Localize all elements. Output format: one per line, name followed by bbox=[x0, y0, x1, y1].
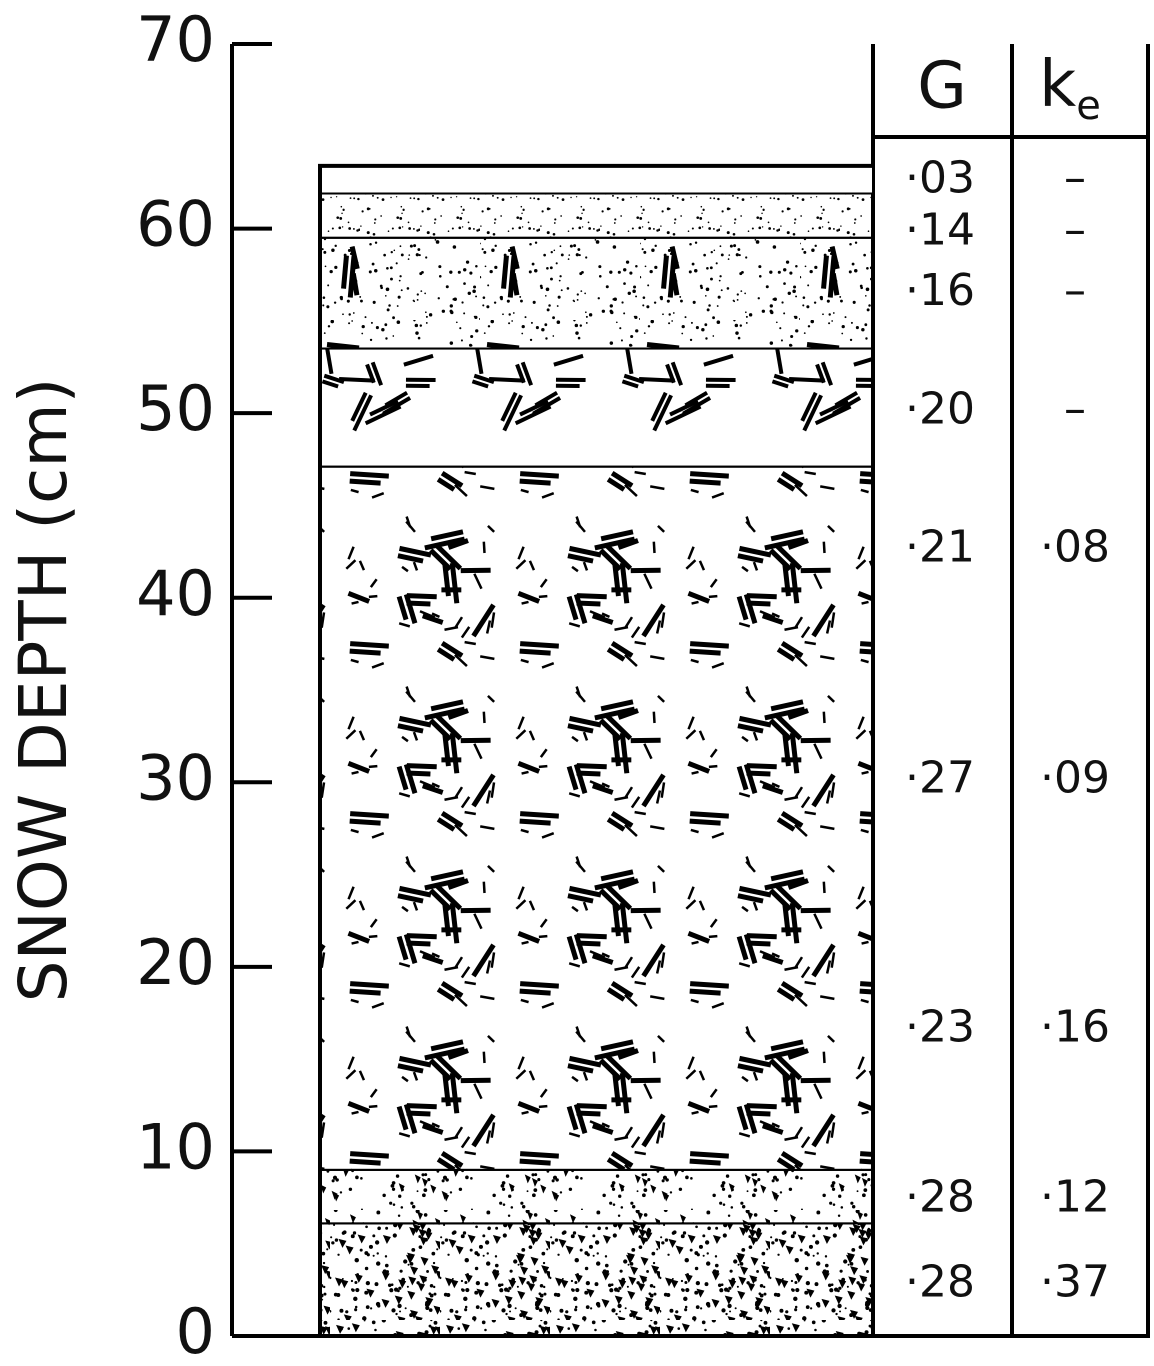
y-tick-label: 40 bbox=[136, 557, 215, 630]
g-value: ·03 bbox=[905, 153, 975, 204]
y-tick-label: 60 bbox=[136, 188, 215, 261]
column-header-subscript: e bbox=[1076, 83, 1101, 129]
measurement-row: ·28 ·37 bbox=[905, 1256, 1110, 1307]
ke-value: ·16 bbox=[1040, 1002, 1110, 1053]
y-tick-label: 0 bbox=[176, 1295, 215, 1366]
g-value: ·14 bbox=[905, 204, 975, 255]
g-value: ·21 bbox=[905, 522, 975, 573]
measurement-row: ·03 – bbox=[905, 153, 1086, 204]
ke-value: ·08 bbox=[1040, 522, 1110, 573]
y-axis-label: SNOW DEPTH (cm) bbox=[5, 378, 82, 1003]
ke-value: ·12 bbox=[1040, 1171, 1110, 1222]
y-tick-label: 70 bbox=[136, 3, 215, 76]
snow-layer bbox=[319, 1168, 874, 1225]
measurement-row: ·23 ·16 bbox=[905, 1002, 1110, 1053]
column-outline bbox=[318, 163, 873, 1336]
ke-value: – bbox=[1064, 265, 1086, 316]
snow-layer bbox=[319, 465, 874, 1171]
measurement-row: ·16 – bbox=[905, 265, 1086, 316]
snow-layer bbox=[319, 347, 874, 468]
column-header: G bbox=[917, 50, 967, 124]
g-value: ·20 bbox=[905, 383, 975, 434]
y-tick-label: 30 bbox=[136, 741, 215, 814]
ke-value: – bbox=[1064, 204, 1086, 255]
ke-value: ·09 bbox=[1040, 752, 1110, 803]
measurement-row: ·20 – bbox=[905, 383, 1086, 434]
snow-layer bbox=[319, 164, 874, 195]
y-tick-label: 20 bbox=[136, 926, 215, 999]
g-value: ·27 bbox=[905, 752, 975, 803]
measurement-row: ·21 ·08 bbox=[905, 522, 1110, 573]
snow-layer bbox=[319, 1222, 874, 1337]
column-header-main: k bbox=[1039, 48, 1076, 122]
ke-value: ·37 bbox=[1040, 1256, 1110, 1307]
snow-layer bbox=[319, 192, 874, 239]
ke-value: – bbox=[1064, 153, 1086, 204]
g-value: ·23 bbox=[905, 1002, 975, 1053]
measurement-row: ·14 – bbox=[905, 204, 1086, 255]
g-value: ·16 bbox=[905, 265, 975, 316]
measurement-row: ·28 ·12 bbox=[905, 1171, 1110, 1222]
g-value: ·28 bbox=[905, 1256, 975, 1307]
snow-layer bbox=[319, 236, 874, 350]
measurement-row: ·27 ·09 bbox=[905, 752, 1110, 803]
ke-value: – bbox=[1064, 383, 1086, 434]
g-value: ·28 bbox=[905, 1171, 975, 1222]
y-tick-label: 50 bbox=[136, 372, 215, 445]
column-header: ke bbox=[1039, 48, 1101, 129]
y-tick-label: 10 bbox=[136, 1111, 215, 1184]
